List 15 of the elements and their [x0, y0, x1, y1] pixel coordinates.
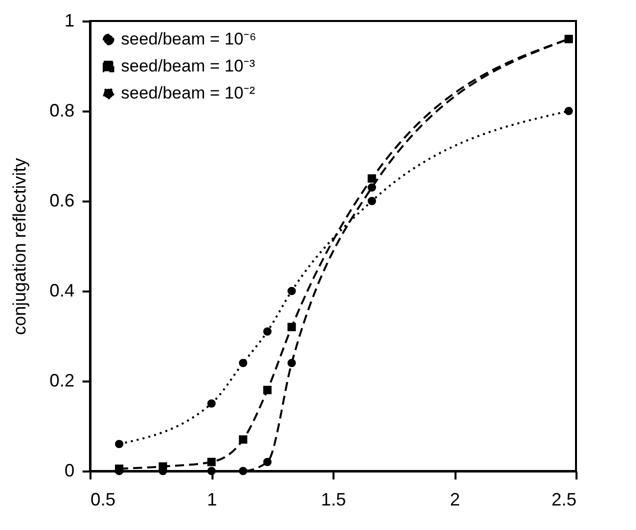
legend-label: seed/beam = 10⁻² [121, 84, 256, 102]
x-tick-label: 0.5 [90, 490, 116, 510]
x-tick-label: 2 [450, 490, 460, 510]
x-tick-label: 1.5 [320, 490, 346, 510]
legend-label: seed/beam = 10⁻³ [121, 56, 256, 76]
y-tick-label: 0.2 [49, 370, 74, 390]
y-tick-label: 1 [64, 10, 74, 30]
y-axis-title: conjugation reflectivity [9, 158, 30, 336]
y-tick-label: 0 [64, 460, 74, 480]
y-tick-label: 0.8 [49, 100, 74, 120]
legend-label: seed/beam = 10⁻⁶ [121, 30, 256, 48]
y-tick-label: 0.6 [49, 190, 74, 210]
y-tick-label: 0.4 [49, 280, 74, 300]
x-tick-label: 2.5 [551, 490, 576, 510]
x-tick-label: 1 [206, 490, 218, 510]
